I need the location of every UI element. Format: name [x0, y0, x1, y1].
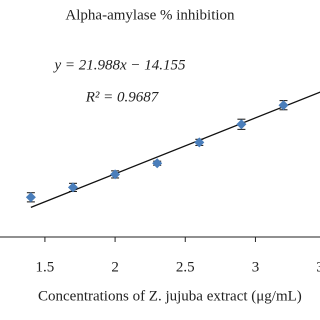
point	[67, 182, 78, 193]
point	[25, 192, 36, 203]
point	[278, 100, 289, 111]
point	[236, 119, 247, 130]
x-tick-label: 1.5	[36, 259, 55, 275]
point	[152, 158, 163, 169]
point	[194, 137, 205, 148]
x-tick-label: 2.5	[176, 259, 195, 275]
x-tick-label: 2	[111, 259, 119, 275]
point	[110, 169, 121, 180]
equation: y = 21.988x − 14.155	[52, 57, 186, 73]
x-tick-label: 3	[252, 259, 260, 275]
r-squared: R² = 0.9687	[85, 89, 160, 105]
chart-title: Alpha-amylase % inhibition	[65, 7, 235, 23]
x-tick-label: 3.5	[316, 259, 320, 275]
x-axis-label: Concentrations of Z. jujuba extract (μg/…	[38, 288, 302, 304]
